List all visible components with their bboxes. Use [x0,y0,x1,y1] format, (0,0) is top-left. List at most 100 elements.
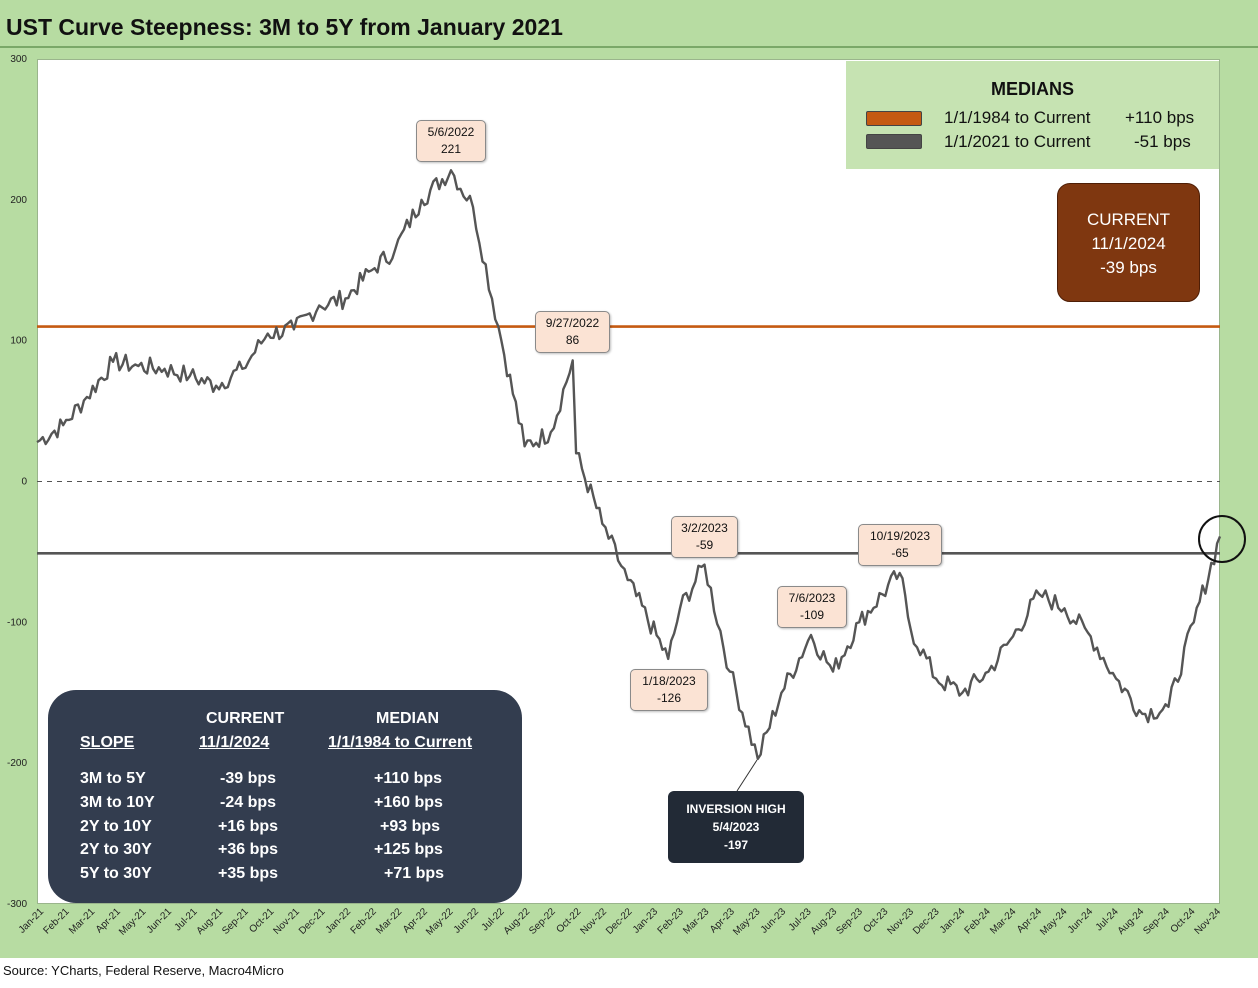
callout-mar23: 3/2/2023 -59 [671,516,738,558]
callout-jul23: 7/6/2023 -109 [777,586,847,628]
medians-legend: MEDIANS 1/1/1984 to Current +110 bps 1/1… [846,61,1219,169]
x-tick-label: Feb-23 [656,906,686,936]
callout-mar23-value: -59 [695,538,714,552]
x-tick-label: Jan-22 [324,906,354,936]
x-tick-label: May-23 [731,906,763,938]
callout-jan23-value: -126 [656,691,682,705]
x-tick-label: Dec-21 [297,906,328,937]
callout-oct23-date: 10/19/2023 [869,529,931,543]
y-tick-label: 100 [10,336,27,347]
table-cell-current: -24 bps [220,794,277,811]
callout-oct23: 10/19/2023 -65 [858,524,942,566]
y-axis: 300 200 100 0 -100 -200 -300 [7,54,27,910]
x-tick-label: Aug-23 [809,906,840,937]
x-tick-label: Nov-23 [885,906,916,937]
table-cell-slope: 3M to 10Y [80,794,155,811]
x-tick-label: Dec-23 [911,906,942,937]
callout-peak: 5/6/2022 221 [416,120,486,162]
callout-mar23-date: 3/2/2023 [681,521,728,535]
y-tick-label: 200 [10,195,27,206]
x-tick-label: Sep-21 [220,906,251,937]
x-tick-label: May-22 [424,906,456,938]
legend-title: MEDIANS [990,79,1074,99]
table-cell-current: +36 bps [218,841,279,858]
table-cell-slope: 3M to 5Y [80,770,146,787]
table-header-median: MEDIAN [376,710,440,727]
callout-peak-date: 5/6/2022 [427,125,475,139]
callout-sep22-value: 86 [565,333,580,347]
inversion-leader-line [736,759,758,792]
table-cell-slope: 5Y to 30Y [80,865,152,882]
x-tick-label: Sep-22 [527,906,558,937]
y-tick-label: -300 [7,899,27,910]
current-value: -39 bps [1100,258,1157,277]
x-tick-label: Aug-24 [1116,906,1147,937]
title-divider [0,46,1258,48]
x-tick-label: May-21 [117,906,149,938]
x-tick-label: Mar-23 [681,906,711,936]
table-cell-median: +160 bps [374,794,443,811]
legend-swatch-1984 [866,111,922,126]
table-cell-current: +16 bps [218,818,279,835]
table-cell-median: +125 bps [374,841,443,858]
slope-table: CURRENT MEDIAN SLOPE 11/1/2024 1/1/1984 … [48,690,522,903]
x-tick-label: Feb-24 [963,906,993,936]
callout-peak-value: 221 [440,142,462,156]
legend-label-2021: 1/1/2021 to Current [944,132,1091,151]
table-cell-current: -39 bps [220,770,277,787]
x-tick-label: Sep-23 [834,906,865,937]
x-tick-label: Jan-23 [631,906,661,936]
callout-oct23-value: -65 [891,546,909,560]
x-tick-label: Aug-22 [502,906,533,937]
x-tick-label: May-24 [1038,906,1070,938]
x-tick-label: Mar-24 [988,906,1018,936]
legend-value-2021: -51 bps [1134,132,1191,151]
x-tick-label: Nov-22 [578,906,609,937]
y-tick-label: 300 [10,54,27,65]
table-header-median-range: 1/1/1984 to Current [328,734,473,751]
callout-jan23-date: 1/18/2023 [642,674,696,688]
legend-value-1984: +110 bps [1125,108,1195,127]
table-header-current: CURRENT [206,710,285,727]
inversion-high-box: INVERSION HIGH 5/4/2023 -197 [668,791,804,863]
table-cell-slope: 2Y to 10Y [80,818,152,835]
x-tick-label: Aug-21 [195,906,226,937]
x-tick-label: Mar-22 [374,906,404,936]
x-tick-label: Jun-22 [452,906,482,936]
source-note: Source: YCharts, Federal Reserve, Macro4… [3,963,284,978]
inversion-value: -197 [723,838,749,852]
x-tick-label: Sep-24 [1141,906,1172,937]
legend-swatch-2021 [866,134,922,149]
x-tick-label: Nov-24 [1193,906,1224,937]
current-title: CURRENT [1086,210,1171,229]
x-tick-label: Mar-21 [67,906,97,936]
x-tick-label: Jan-24 [938,906,968,936]
callout-sep22: 9/27/2022 86 [535,311,610,353]
callout-jul23-date: 7/6/2023 [788,591,836,605]
table-cell-median: +110 bps [374,770,443,787]
x-tick-label: Nov-21 [271,906,302,937]
x-tick-label: Jan-21 [17,906,47,936]
current-marker-circle [1198,515,1246,563]
table-cell-median: +93 bps [380,818,441,835]
y-tick-label: -200 [7,758,27,769]
chart-title: UST Curve Steepness: 3M to 5Y from Janua… [6,14,563,40]
series-line-3m-5y [36,169,1222,761]
table-header-slope: SLOPE [80,734,135,751]
y-tick-label: 0 [21,477,27,488]
current-value-box: CURRENT 11/1/2024 -39 bps [1057,183,1200,302]
callout-jan23: 1/18/2023 -126 [630,669,708,711]
table-cell-slope: 2Y to 30Y [80,841,152,858]
callout-sep22-date: 9/27/2022 [545,316,600,330]
inversion-date: 5/4/2023 [712,820,760,834]
y-tick-label: -100 [7,617,27,628]
x-tick-label: Feb-22 [349,906,379,936]
x-tick-label: Jun-24 [1066,906,1096,936]
x-tick-label: Dec-22 [604,906,635,937]
inversion-title: INVERSION HIGH [686,802,786,816]
x-axis: Jan-21Feb-21Mar-21Apr-21May-21Jun-21Jul-… [17,906,1224,938]
reference-lines [37,325,1220,555]
x-tick-label: Feb-21 [42,906,72,936]
callout-jul23-value: -109 [799,608,825,622]
